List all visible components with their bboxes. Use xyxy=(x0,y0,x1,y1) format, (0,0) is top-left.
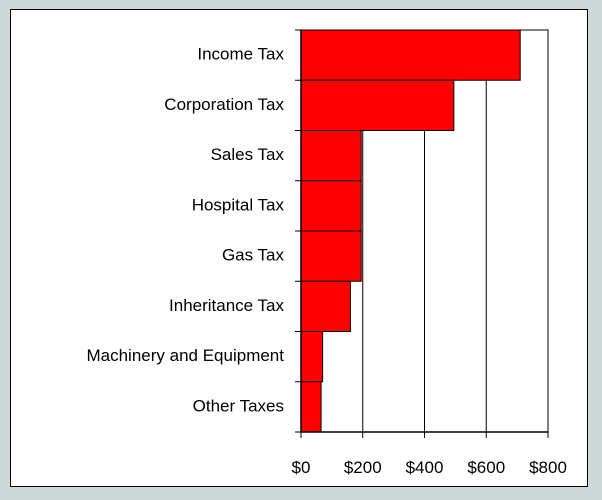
bar-2 xyxy=(300,130,362,182)
category-label-7: Other Taxes xyxy=(193,396,284,415)
category-label-5: Inheritance Tax xyxy=(169,296,284,315)
bar-0 xyxy=(300,29,521,81)
chart-frame xyxy=(10,9,588,487)
x-tick-label-0: $0 xyxy=(292,458,311,477)
category-label-1: Corporation Tax xyxy=(164,95,284,114)
category-label-3: Hospital Tax xyxy=(192,195,285,214)
labels: Income Tax Corporation Tax Sales Tax Hospit… xyxy=(86,45,566,477)
category-label-0: Income Tax xyxy=(197,45,284,64)
bar-7 xyxy=(300,381,322,433)
category-label-6: Machinery and Equipment xyxy=(86,346,284,365)
x-tick-label-1: $200 xyxy=(344,458,382,477)
bar-3 xyxy=(300,180,362,232)
bar-5 xyxy=(300,280,351,332)
axes xyxy=(295,29,549,438)
bars xyxy=(300,29,521,433)
bar-4 xyxy=(300,230,362,282)
category-label-4: Gas Tax xyxy=(222,246,285,265)
category-label-2: Sales Tax xyxy=(211,145,285,164)
x-tick-label-3: $600 xyxy=(467,458,505,477)
x-tick-label-4: $800 xyxy=(529,458,567,477)
bar-1 xyxy=(300,79,455,131)
bar-6 xyxy=(300,331,324,383)
x-tick-label-2: $400 xyxy=(406,458,444,477)
